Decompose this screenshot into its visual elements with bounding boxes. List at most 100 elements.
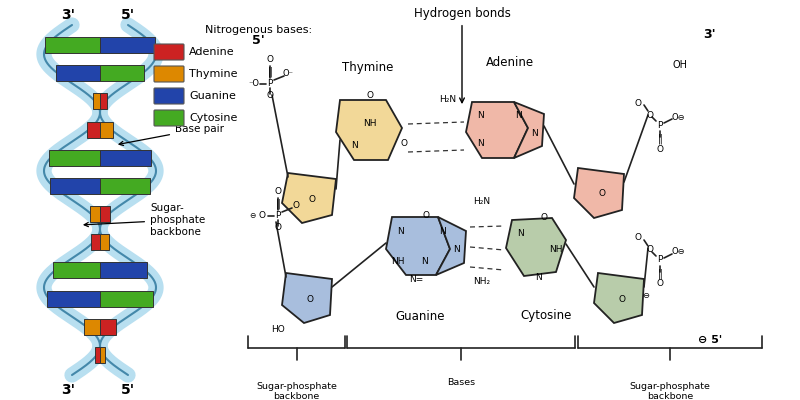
Text: N: N bbox=[530, 130, 538, 138]
Text: O: O bbox=[618, 294, 626, 304]
Polygon shape bbox=[47, 291, 100, 307]
Text: Thymine: Thymine bbox=[342, 60, 394, 74]
Text: N: N bbox=[397, 226, 403, 236]
Text: OH: OH bbox=[673, 60, 687, 70]
Text: Guanine: Guanine bbox=[189, 91, 236, 101]
Text: O: O bbox=[634, 98, 642, 108]
Text: O⁻: O⁻ bbox=[282, 70, 294, 78]
Polygon shape bbox=[49, 150, 100, 166]
Polygon shape bbox=[100, 93, 107, 109]
Text: N: N bbox=[350, 142, 358, 150]
Polygon shape bbox=[100, 178, 150, 194]
Polygon shape bbox=[282, 273, 332, 323]
FancyBboxPatch shape bbox=[154, 66, 184, 82]
Text: Thymine: Thymine bbox=[189, 69, 238, 79]
Text: ⁻O: ⁻O bbox=[249, 80, 259, 88]
Text: Hydrogen bonds: Hydrogen bonds bbox=[414, 7, 510, 103]
Polygon shape bbox=[336, 100, 402, 160]
Text: Cytosine: Cytosine bbox=[520, 310, 572, 322]
Polygon shape bbox=[50, 178, 100, 194]
Text: O: O bbox=[657, 280, 663, 288]
Polygon shape bbox=[95, 347, 100, 363]
Text: P: P bbox=[658, 120, 662, 130]
Polygon shape bbox=[466, 102, 528, 158]
Text: N=: N= bbox=[409, 274, 423, 284]
Polygon shape bbox=[100, 234, 109, 250]
Text: H₂N: H₂N bbox=[474, 198, 490, 206]
Text: Base pair: Base pair bbox=[119, 124, 224, 146]
Text: O: O bbox=[306, 294, 314, 304]
Text: O: O bbox=[266, 92, 274, 100]
Polygon shape bbox=[87, 122, 100, 138]
Text: P: P bbox=[658, 256, 662, 264]
Text: 5': 5' bbox=[121, 383, 135, 397]
Text: N: N bbox=[453, 244, 459, 254]
Text: N: N bbox=[421, 256, 427, 266]
Text: N: N bbox=[477, 112, 483, 120]
Text: O: O bbox=[293, 202, 299, 210]
Text: O⊖: O⊖ bbox=[671, 112, 685, 122]
Text: O: O bbox=[401, 140, 407, 148]
Text: ⊖: ⊖ bbox=[642, 292, 650, 300]
Text: ⊖: ⊖ bbox=[249, 212, 255, 220]
Polygon shape bbox=[53, 262, 100, 278]
Text: NH: NH bbox=[550, 246, 562, 254]
Text: Sugar-
phosphate
backbone: Sugar- phosphate backbone bbox=[84, 203, 206, 236]
Text: P: P bbox=[275, 212, 281, 220]
Polygon shape bbox=[100, 150, 151, 166]
Text: Guanine: Guanine bbox=[395, 310, 445, 324]
Text: 5': 5' bbox=[252, 34, 264, 46]
Text: 3': 3' bbox=[61, 383, 75, 397]
Text: ‖: ‖ bbox=[658, 134, 662, 144]
Text: O: O bbox=[258, 212, 266, 220]
Polygon shape bbox=[84, 319, 100, 335]
Text: NH: NH bbox=[391, 256, 405, 266]
Polygon shape bbox=[100, 206, 110, 222]
Text: 3': 3' bbox=[704, 28, 716, 42]
Text: O: O bbox=[646, 110, 654, 120]
Text: HO: HO bbox=[271, 324, 285, 334]
Text: O⊖: O⊖ bbox=[671, 248, 685, 256]
Text: Sugar-phosphate
backbone: Sugar-phosphate backbone bbox=[630, 382, 710, 400]
Text: O: O bbox=[422, 210, 430, 220]
FancyBboxPatch shape bbox=[154, 88, 184, 104]
Polygon shape bbox=[514, 102, 544, 158]
Polygon shape bbox=[93, 93, 100, 109]
Text: NH: NH bbox=[363, 120, 377, 128]
Text: O: O bbox=[634, 234, 642, 242]
Text: N: N bbox=[517, 230, 523, 238]
Polygon shape bbox=[45, 37, 100, 53]
Polygon shape bbox=[436, 217, 466, 275]
Polygon shape bbox=[100, 291, 153, 307]
Polygon shape bbox=[282, 173, 336, 223]
Polygon shape bbox=[100, 262, 147, 278]
Text: Bases: Bases bbox=[447, 378, 475, 387]
Text: N: N bbox=[514, 112, 522, 120]
Text: ‖: ‖ bbox=[658, 269, 662, 279]
Text: O: O bbox=[266, 56, 274, 64]
Text: H₂N: H₂N bbox=[439, 96, 456, 104]
Text: Sugar-phosphate
backbone: Sugar-phosphate backbone bbox=[256, 382, 337, 400]
Text: O: O bbox=[657, 144, 663, 154]
Polygon shape bbox=[506, 218, 566, 276]
Text: Adenine: Adenine bbox=[486, 56, 534, 68]
Text: O: O bbox=[274, 224, 282, 232]
Polygon shape bbox=[100, 319, 116, 335]
Text: N: N bbox=[438, 226, 446, 236]
FancyBboxPatch shape bbox=[154, 44, 184, 60]
Text: ⊖ 5': ⊖ 5' bbox=[698, 335, 722, 345]
Text: N: N bbox=[534, 274, 542, 282]
FancyBboxPatch shape bbox=[154, 110, 184, 126]
Text: 3': 3' bbox=[61, 8, 75, 22]
Polygon shape bbox=[594, 273, 644, 323]
Polygon shape bbox=[100, 65, 144, 81]
Text: ‖: ‖ bbox=[275, 199, 281, 209]
Text: P: P bbox=[267, 80, 273, 88]
Text: Adenine: Adenine bbox=[189, 47, 234, 57]
Text: O: O bbox=[309, 194, 315, 204]
Text: NH₂: NH₂ bbox=[474, 278, 490, 286]
Polygon shape bbox=[56, 65, 100, 81]
Text: O: O bbox=[646, 246, 654, 254]
Text: O: O bbox=[541, 214, 547, 222]
Text: Cytosine: Cytosine bbox=[189, 113, 238, 123]
